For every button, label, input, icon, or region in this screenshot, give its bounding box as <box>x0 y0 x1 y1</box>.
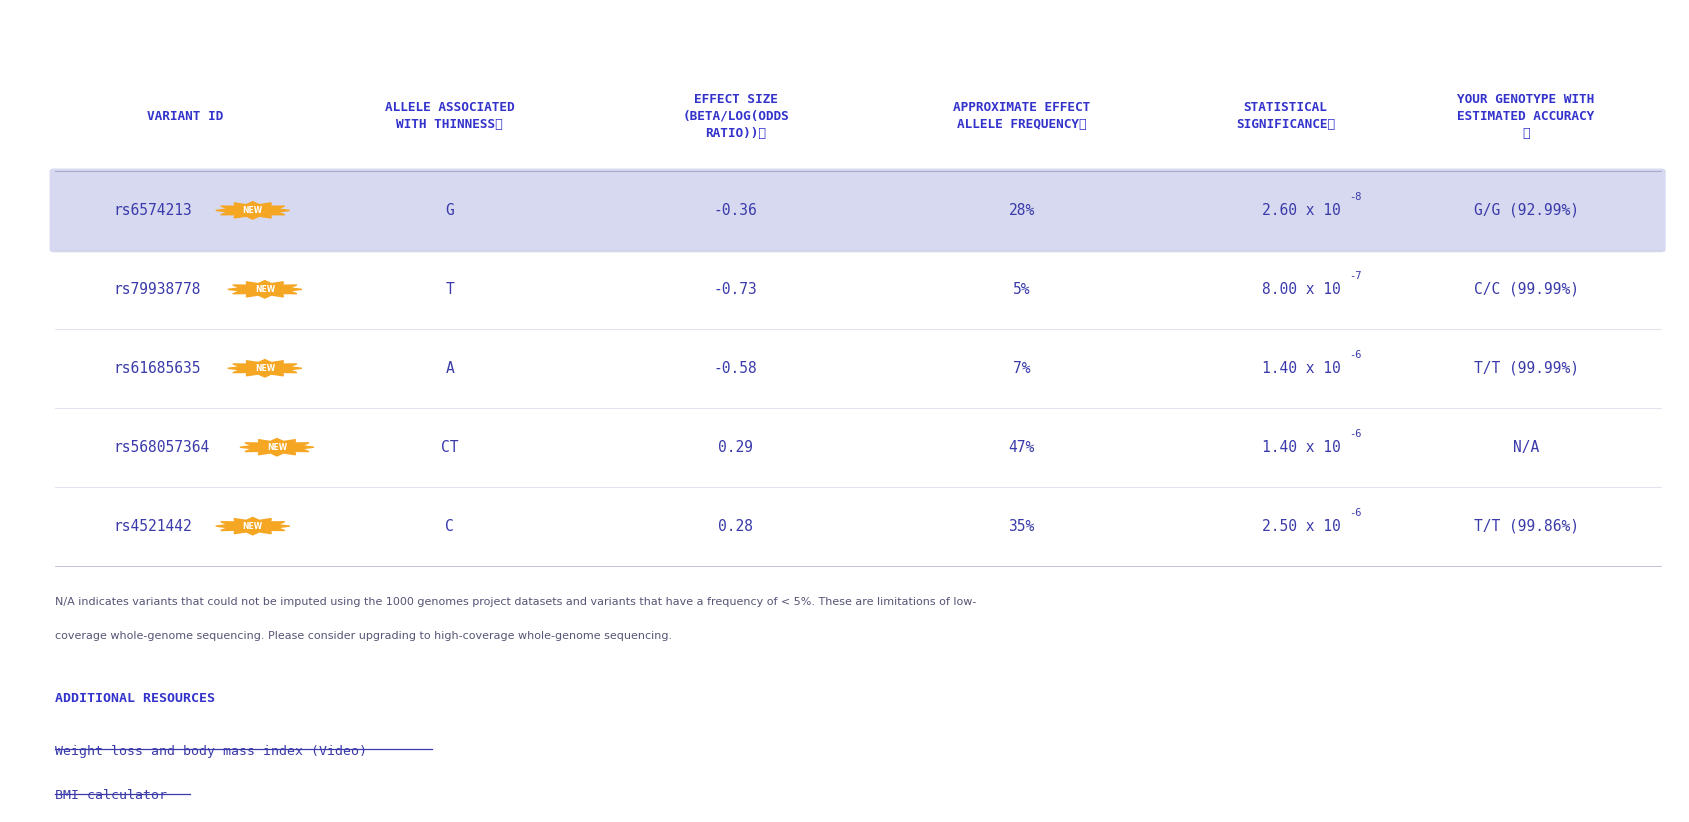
Text: -7: -7 <box>1350 271 1361 281</box>
Polygon shape <box>228 280 302 298</box>
Text: NEW: NEW <box>243 206 262 215</box>
Text: -6: -6 <box>1350 350 1361 360</box>
Text: -6: -6 <box>1350 429 1361 439</box>
Text: 47%: 47% <box>1008 440 1034 455</box>
Text: rs6574213: rs6574213 <box>113 203 193 218</box>
Text: NEW: NEW <box>267 443 287 452</box>
Polygon shape <box>216 201 289 219</box>
Text: N/A: N/A <box>1512 440 1539 455</box>
Text: 35%: 35% <box>1008 519 1034 533</box>
Text: T/T (99.99%): T/T (99.99%) <box>1473 361 1578 376</box>
Text: 28%: 28% <box>1008 203 1034 218</box>
Text: T: T <box>446 282 454 297</box>
Text: ADDITIONAL RESOURCES: ADDITIONAL RESOURCES <box>54 692 215 704</box>
Text: G/G (92.99%): G/G (92.99%) <box>1473 203 1578 218</box>
Text: EFFECT SIZE
(BETA/LOG(ODDS
RATIO))ⓘ: EFFECT SIZE (BETA/LOG(ODDS RATIO))ⓘ <box>682 93 789 140</box>
Text: N/A indicates variants that could not be imputed using the 1000 genomes project : N/A indicates variants that could not be… <box>54 597 976 607</box>
Text: 0.29: 0.29 <box>718 440 753 455</box>
Text: rs568057364: rs568057364 <box>113 440 209 455</box>
Text: coverage whole-genome sequencing. Please consider upgrading to high-coverage who: coverage whole-genome sequencing. Please… <box>54 630 671 640</box>
Text: rs61685635: rs61685635 <box>113 361 201 376</box>
Text: 1.40 x 10: 1.40 x 10 <box>1262 361 1339 376</box>
Text: STATISTICAL
SIGNIFICANCEⓘ: STATISTICAL SIGNIFICANCEⓘ <box>1235 101 1334 131</box>
Text: YOUR GENOTYPE WITH
ESTIMATED ACCURACY
ⓘ: YOUR GENOTYPE WITH ESTIMATED ACCURACY ⓘ <box>1456 93 1594 140</box>
Polygon shape <box>228 359 302 377</box>
Text: APPROXIMATE EFFECT
ALLELE FREQUENCYⓘ: APPROXIMATE EFFECT ALLELE FREQUENCYⓘ <box>953 101 1089 131</box>
Polygon shape <box>240 438 314 456</box>
Text: BMI calculator: BMI calculator <box>54 789 167 802</box>
Text: 5%: 5% <box>1012 282 1030 297</box>
Text: VARIANT ID: VARIANT ID <box>147 109 223 122</box>
Text: -0.58: -0.58 <box>713 361 757 376</box>
Text: 8.00 x 10: 8.00 x 10 <box>1262 282 1339 297</box>
Text: CT: CT <box>441 440 458 455</box>
Text: 0.28: 0.28 <box>718 519 753 533</box>
Text: 2.60 x 10: 2.60 x 10 <box>1262 203 1339 218</box>
Text: 1.40 x 10: 1.40 x 10 <box>1262 440 1339 455</box>
Text: C/C (99.99%): C/C (99.99%) <box>1473 282 1578 297</box>
Text: -0.36: -0.36 <box>713 203 757 218</box>
Text: 7%: 7% <box>1012 361 1030 376</box>
Text: ALLELE ASSOCIATED
WITH THINNESSⓘ: ALLELE ASSOCIATED WITH THINNESSⓘ <box>385 101 515 131</box>
Text: A: A <box>446 361 454 376</box>
Polygon shape <box>216 517 289 535</box>
Text: NEW: NEW <box>243 522 262 531</box>
Text: C: C <box>446 519 454 533</box>
Text: -6: -6 <box>1350 508 1361 518</box>
Text: rs4521442: rs4521442 <box>113 519 193 533</box>
Text: Weight loss and body mass index (Video): Weight loss and body mass index (Video) <box>54 745 367 758</box>
Text: -8: -8 <box>1350 192 1361 202</box>
Text: NEW: NEW <box>255 364 275 373</box>
Text: NEW: NEW <box>255 285 275 293</box>
Text: G: G <box>446 203 454 218</box>
Text: rs79938778: rs79938778 <box>113 282 201 297</box>
FancyBboxPatch shape <box>49 169 1665 252</box>
Text: -0.73: -0.73 <box>713 282 757 297</box>
Text: T/T (99.86%): T/T (99.86%) <box>1473 519 1578 533</box>
Text: 2.50 x 10: 2.50 x 10 <box>1262 519 1339 533</box>
